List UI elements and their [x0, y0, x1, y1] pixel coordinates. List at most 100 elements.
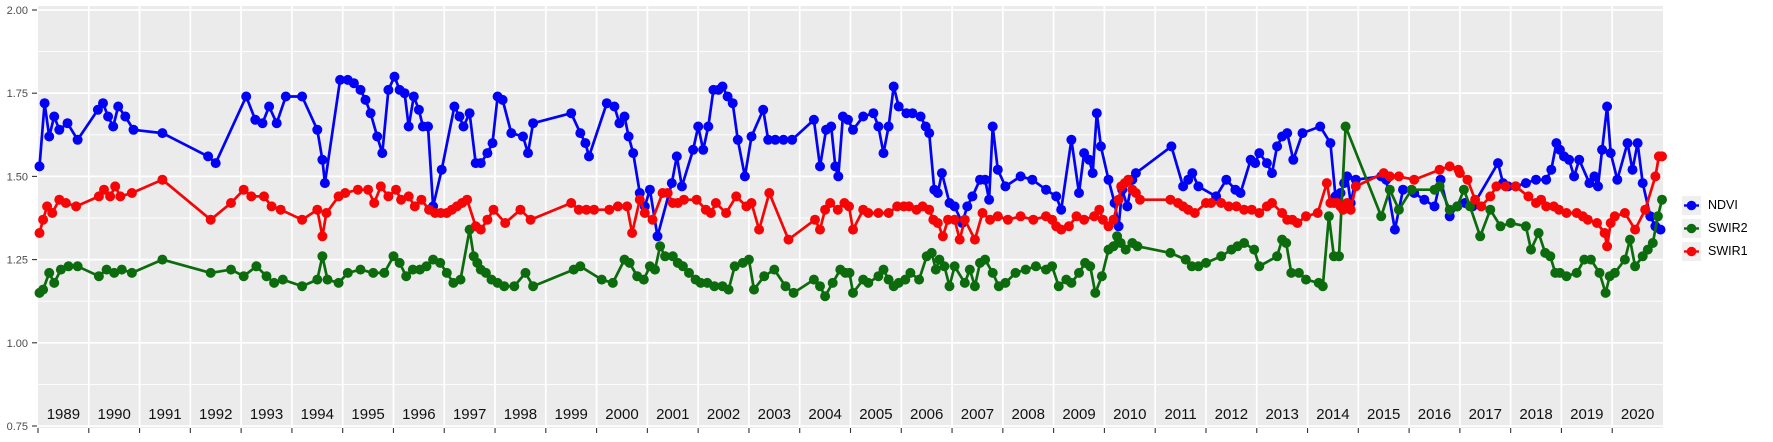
data-point-ndvi — [487, 138, 498, 149]
data-point-ndvi — [826, 121, 837, 132]
data-point-swir1 — [1444, 161, 1455, 172]
data-point-ndvi — [580, 138, 591, 149]
data-point-swir1 — [783, 234, 794, 245]
data-point-swir2 — [238, 271, 249, 282]
data-point-swir2 — [723, 284, 734, 295]
data-point-swir1 — [105, 191, 116, 202]
data-point-swir1 — [259, 191, 269, 202]
data-point-swir2 — [769, 264, 780, 275]
data-point-ndvi — [1193, 181, 1204, 192]
data-point-ndvi — [257, 118, 268, 129]
data-point-swir1 — [985, 214, 996, 225]
data-point-ndvi — [652, 231, 663, 242]
data-point-swir2 — [827, 277, 838, 288]
data-point-swir1 — [937, 231, 948, 242]
data-point-ndvi — [1261, 158, 1272, 169]
data-point-ndvi — [703, 121, 714, 132]
data-point-swir1 — [1454, 168, 1465, 179]
data-point-swir1 — [1541, 201, 1552, 212]
data-point-swir1 — [1350, 181, 1361, 192]
data-point-swir2 — [407, 264, 418, 275]
data-point-swir2 — [1619, 254, 1630, 265]
year-label: 2006 — [910, 406, 943, 423]
data-point-ndvi — [399, 88, 410, 99]
data-point-swir2 — [1096, 271, 1107, 282]
data-point-swir2 — [261, 271, 272, 282]
data-point-ndvi — [830, 161, 841, 172]
year-label: 2019 — [1570, 406, 1603, 423]
data-point-ndvi — [727, 98, 738, 109]
year-label: 2007 — [961, 406, 994, 423]
data-point-swir2 — [368, 267, 379, 278]
year-label: 2012 — [1215, 406, 1248, 423]
data-point-ndvi — [1419, 194, 1430, 205]
data-point-swir1 — [1602, 241, 1613, 252]
year-label: 2004 — [808, 406, 841, 423]
data-point-ndvi — [1000, 181, 1011, 192]
data-point-ndvi — [980, 174, 991, 185]
data-point-swir2 — [205, 267, 216, 278]
data-point-swir1 — [1246, 204, 1257, 215]
data-point-swir1 — [1056, 224, 1067, 235]
data-point-ndvi — [984, 194, 995, 205]
data-point-ndvi — [868, 108, 879, 119]
data-point-ndvi — [698, 144, 709, 155]
data-point-swir1 — [1609, 211, 1620, 222]
data-point-swir1 — [1223, 201, 1234, 212]
data-point-swir1 — [226, 198, 236, 208]
data-point-swir1 — [691, 194, 702, 205]
data-point-swir1 — [1135, 194, 1145, 205]
data-point-ndvi — [98, 98, 108, 109]
data-point-swir2 — [969, 281, 980, 292]
data-point-swir1 — [383, 191, 394, 202]
data-point-swir2 — [926, 247, 937, 258]
data-point-swir1 — [639, 208, 650, 218]
year-label: 2015 — [1367, 406, 1400, 423]
data-point-swir1 — [1384, 171, 1395, 182]
data-point-swir2 — [401, 271, 412, 282]
data-point-swir2 — [38, 284, 49, 295]
data-point-ndvi — [878, 148, 889, 159]
data-point-swir2 — [709, 281, 720, 292]
data-point-ndvi — [962, 201, 973, 212]
data-point-ndvi — [335, 74, 346, 85]
year-label: 2014 — [1316, 406, 1349, 423]
data-point-ndvi — [436, 164, 447, 175]
data-point-ndvi — [113, 101, 124, 112]
legend-item-swir2: SWIR2 — [1682, 219, 1748, 238]
data-point-swir1 — [1640, 204, 1651, 215]
data-point-swir1 — [515, 204, 526, 215]
data-point-swir2 — [1571, 267, 1582, 278]
data-point-swir1 — [363, 184, 374, 195]
data-point-swir2 — [1376, 211, 1387, 222]
data-point-swir1 — [275, 204, 286, 215]
data-point-swir2 — [1533, 228, 1544, 238]
data-point-swir2 — [455, 274, 466, 285]
data-point-ndvi — [1622, 138, 1633, 149]
data-point-ndvi — [992, 164, 1003, 175]
data-point-ndvi — [1602, 101, 1613, 112]
data-point-ndvi — [271, 118, 282, 129]
data-point-ndvi — [1095, 141, 1106, 152]
data-point-ndvi — [464, 108, 475, 119]
data-point-swir1 — [1292, 218, 1303, 228]
data-point-swir2 — [1630, 261, 1641, 272]
data-point-swir2 — [863, 277, 874, 288]
data-point-swir2 — [342, 267, 353, 278]
data-point-swir1 — [1434, 164, 1445, 175]
data-point-ndvi — [72, 134, 83, 145]
data-point-swir1 — [1108, 214, 1119, 225]
data-point-ndvi — [1235, 188, 1246, 198]
data-point-swir2 — [1452, 201, 1463, 212]
data-point-ndvi — [1272, 141, 1283, 152]
data-point-swir2 — [1132, 241, 1143, 252]
data-point-swir1 — [115, 191, 126, 202]
data-point-swir2 — [1066, 277, 1077, 288]
data-point-swir1 — [721, 208, 732, 218]
data-point-ndvi — [1122, 201, 1133, 212]
data-point-ndvi — [497, 94, 508, 105]
data-point-swir1 — [1345, 204, 1356, 215]
data-point-swir2 — [1475, 231, 1486, 242]
data-point-ndvi — [120, 111, 131, 122]
